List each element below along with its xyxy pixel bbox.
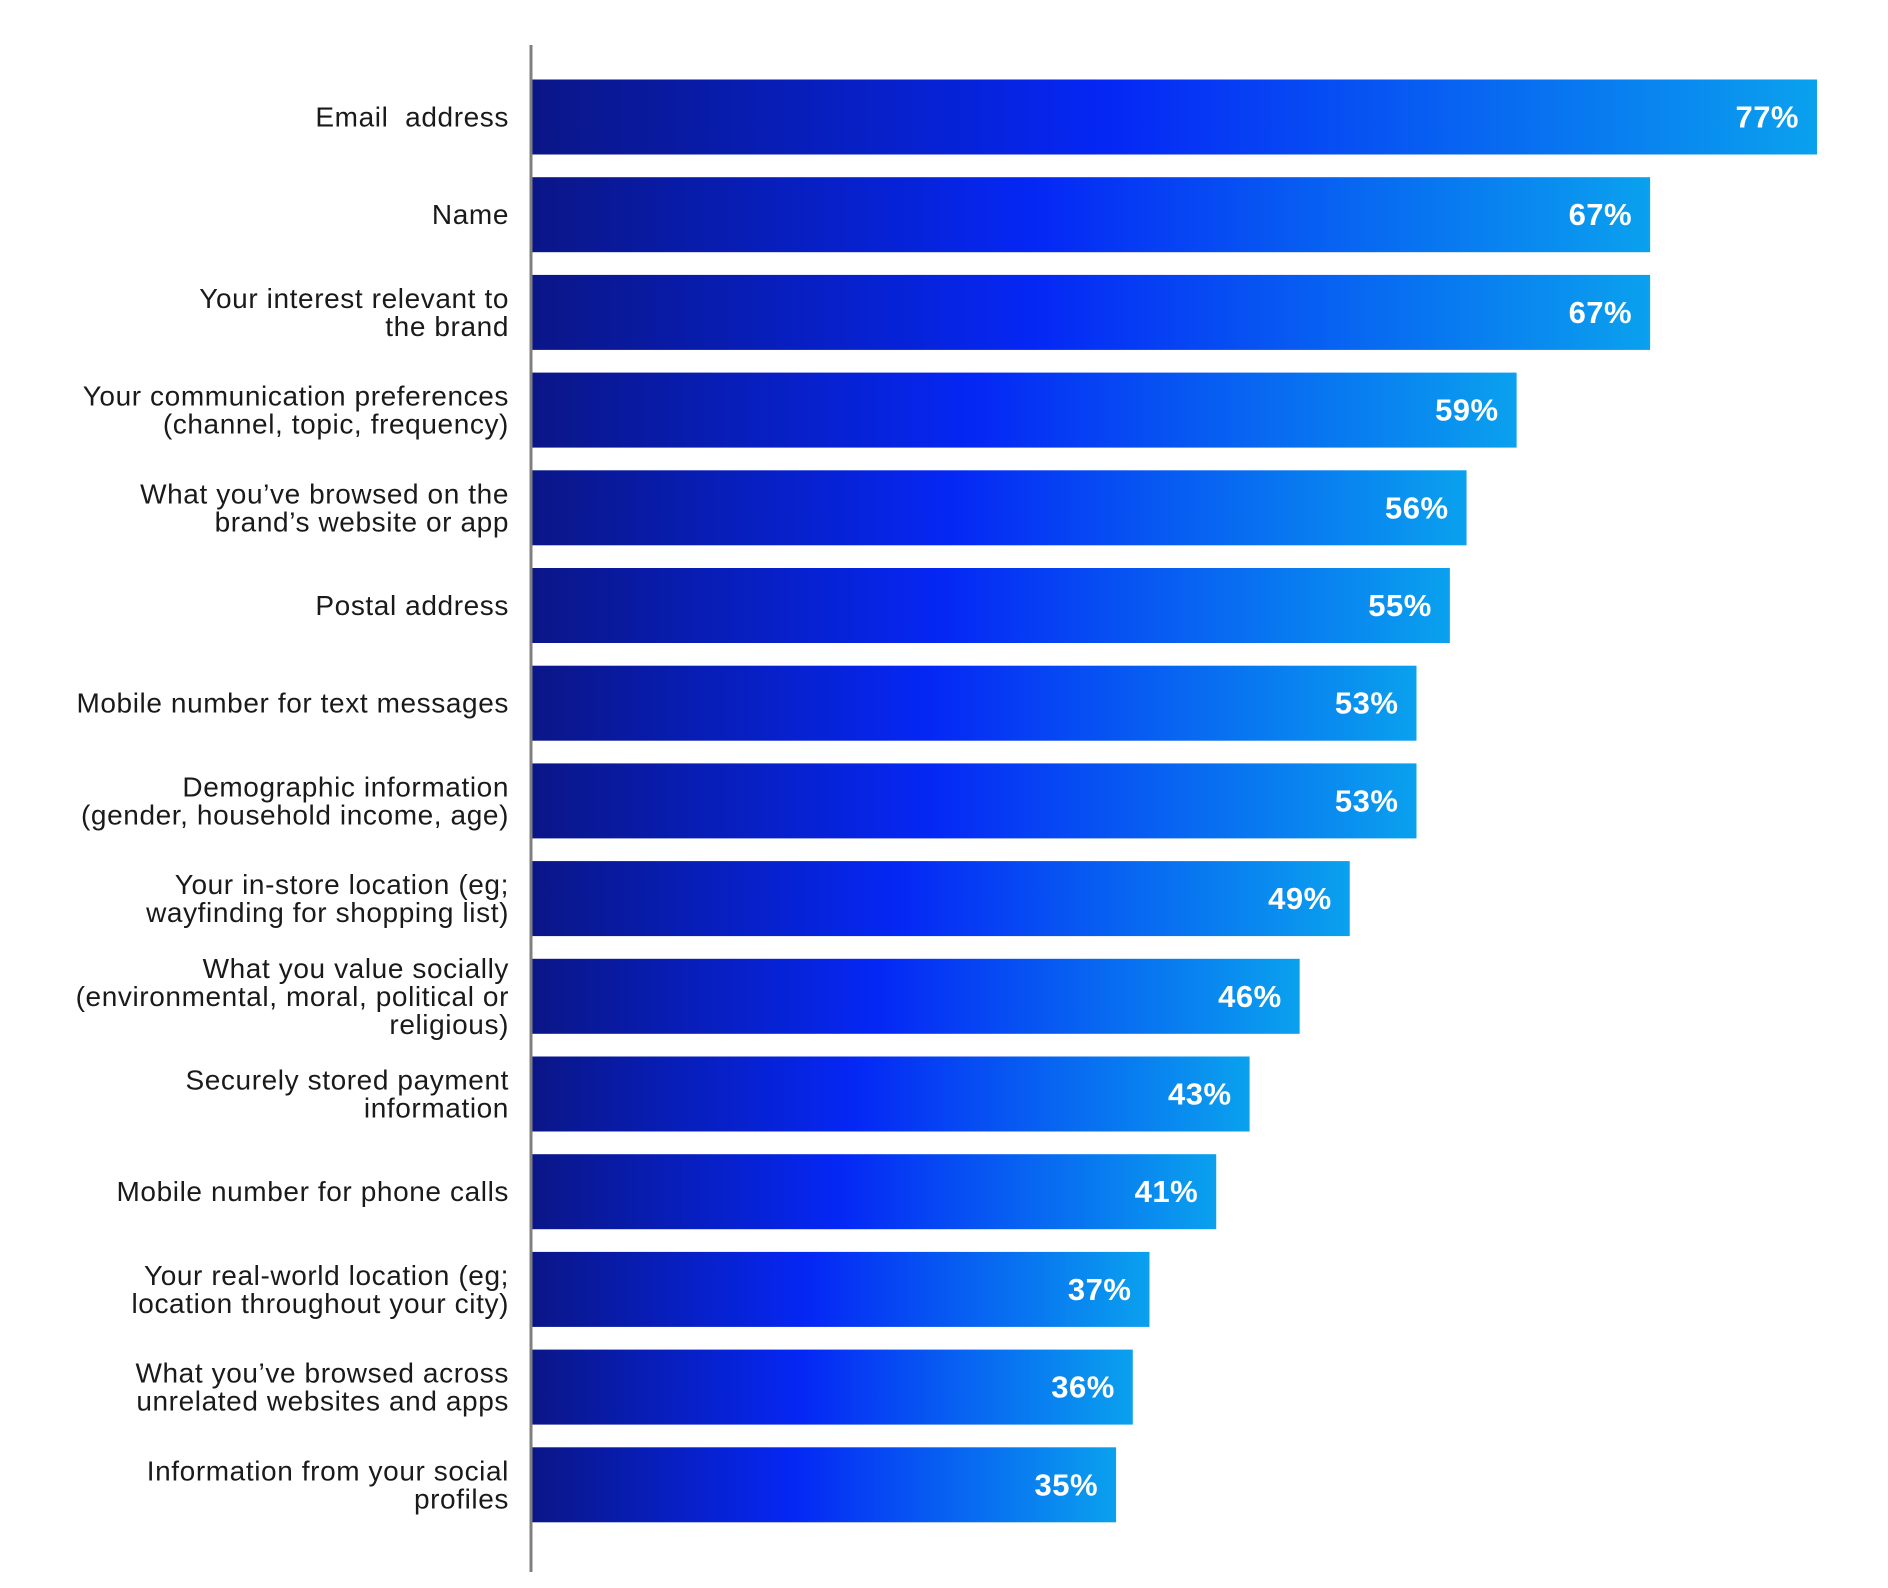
category-label: Demographic information [182,771,509,802]
category-labels-layer: Email address Name Your interest relevant … [76,102,509,1515]
bar [532,1251,1150,1327]
bar-value-label: 59% [1435,393,1499,428]
category-label: Information from your social [147,1455,509,1486]
category-label: Mobile number for phone calls [117,1176,510,1207]
category-label: profiles [414,1483,509,1514]
bar-value-label: 43% [1168,1077,1232,1112]
category-label: (channel, topic, frequency) [163,409,509,440]
bar [532,763,1417,839]
category-label: Your communication preferences [83,381,509,412]
bar-value-label: 67% [1569,197,1633,232]
category-label: location throughout your city) [131,1288,509,1319]
bar [532,79,1817,155]
category-label: Mobile number for text messages [76,688,509,719]
bar [532,1349,1133,1425]
bars-layer: 77% 67% 67% 59% 56% 55% 53% 53% 49% 46% 43% 41% 37% 3… [532,79,1817,1523]
category-label: (environmental, moral, political or [76,981,509,1012]
bar-value-label: 67% [1569,295,1633,330]
bar [532,861,1350,937]
bar [532,177,1651,253]
category-label: What you value socially [203,953,509,984]
bar [532,372,1517,448]
category-label: Your in-store location (eg; [175,869,509,900]
bar-value-label: 53% [1335,783,1399,818]
category-label: brand’s website or app [215,506,509,537]
bar-value-label: 77% [1735,100,1799,135]
bar [532,1154,1217,1230]
category-label: wayfinding for shopping list) [145,897,509,928]
bar-value-label: 55% [1368,588,1432,623]
category-label: What you’ve browsed across [135,1358,509,1389]
bar-value-label: 49% [1268,881,1332,916]
bar-value-label: 46% [1218,979,1282,1014]
category-label: Securely stored payment [185,1065,509,1096]
bar-value-label: 41% [1135,1174,1199,1209]
category-label: Your real-world location (eg; [144,1260,509,1291]
category-label: unrelated websites and apps [136,1386,509,1417]
bar [532,1056,1250,1132]
category-label: Email address [315,102,509,133]
bar-value-label: 36% [1051,1370,1115,1405]
category-label: the brand [385,311,509,342]
category-label: Your interest relevant to [199,283,509,314]
bar-value-label: 35% [1035,1467,1099,1502]
category-label: Name [432,199,509,230]
bar [532,958,1300,1034]
category-label: (gender, household income, age) [81,799,509,830]
bar [532,274,1651,350]
bar [532,1447,1117,1523]
bar [532,665,1417,741]
bar-value-label: 37% [1068,1272,1132,1307]
bar-value-label: 56% [1385,490,1449,525]
category-label: What you’ve browsed on the [140,478,509,509]
category-label: Postal address [315,590,509,621]
bar [532,568,1450,643]
bar-value-label: 53% [1335,686,1399,721]
category-label: information [364,1093,509,1124]
bar [532,470,1467,546]
category-label: religious) [389,1009,509,1040]
